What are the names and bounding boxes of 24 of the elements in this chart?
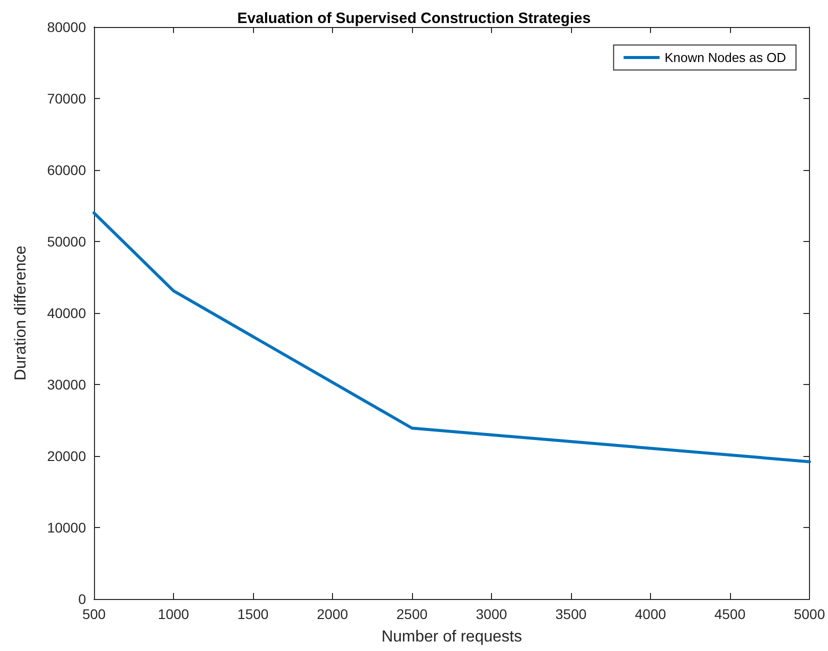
y-tick-label: 0 [78, 591, 86, 607]
y-tick-label: 40000 [47, 305, 86, 321]
x-tick-label: 500 [82, 606, 106, 622]
y-tick-label: 70000 [47, 90, 86, 106]
y-tick-label: 10000 [47, 520, 86, 536]
line-series [92, 211, 811, 464]
y-tick-label: 30000 [47, 376, 86, 392]
y-tick-label: 80000 [47, 19, 86, 35]
x-tick-label: 3000 [476, 606, 508, 622]
legend-label: Known Nodes as OD [664, 50, 786, 65]
y-axis-title: Duration difference [12, 245, 30, 380]
x-tick-label: 4500 [714, 606, 746, 622]
x-tick-label: 1000 [158, 606, 190, 622]
x-tick-label: 2000 [316, 606, 348, 622]
chart-title: Evaluation of Supervised Construction Strategies [237, 10, 591, 27]
x-tick-label: 5000 [794, 606, 826, 622]
y-tick-label: 20000 [47, 448, 86, 464]
x-tick-label: 2500 [396, 606, 428, 622]
x-tick-label: 1500 [237, 606, 269, 622]
x-axis-title: Number of requests [381, 628, 522, 646]
y-tick-label: 60000 [47, 162, 86, 178]
x-tick-label: 4000 [634, 606, 666, 622]
y-tick-label: 50000 [47, 234, 86, 250]
x-tick-label: 3500 [555, 606, 587, 622]
